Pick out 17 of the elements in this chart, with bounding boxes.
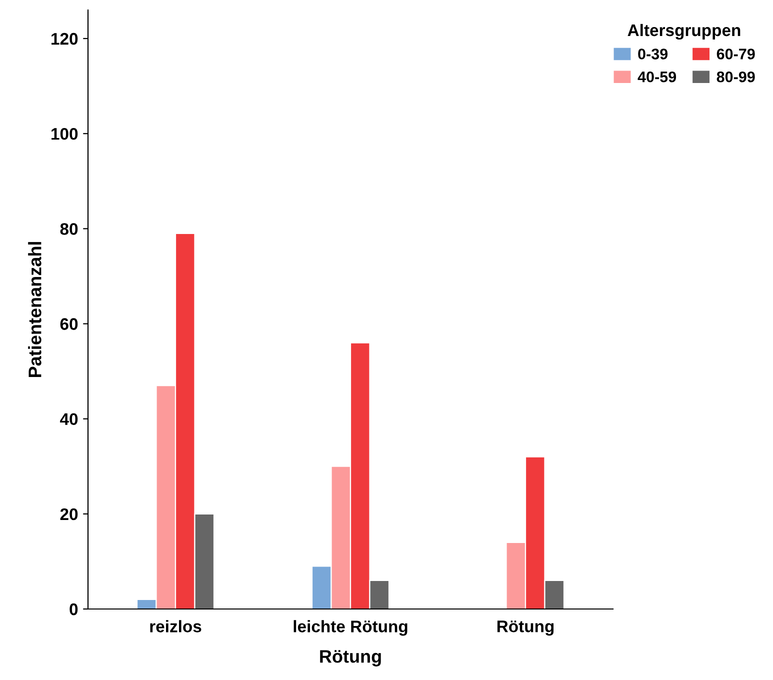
y-tick-label: 0 [70, 603, 78, 616]
y-tick-label: 20 [60, 508, 78, 520]
legend-label: 0-39 [638, 48, 668, 60]
x-axis-title: Rötung [320, 650, 381, 666]
x-tick-label: leichte Rötung [294, 620, 408, 636]
y-axis-title: Patientenanzahl [28, 242, 42, 378]
x-tick-label: reizlos [150, 620, 202, 632]
y-tick-label: 100 [52, 128, 78, 140]
legend-label: 60-79 [716, 48, 755, 60]
y-tick-label: 120 [52, 32, 78, 45]
legend-label: 80-99 [716, 71, 755, 82]
y-tick-label: 80 [60, 223, 78, 235]
legend-label: 40-59 [638, 71, 676, 82]
legend-title: Altersgruppen [628, 24, 740, 40]
y-tick-label: 40 [60, 413, 78, 426]
x-tick-label: Rötung [497, 620, 554, 636]
y-tick-label: 60 [60, 318, 78, 330]
